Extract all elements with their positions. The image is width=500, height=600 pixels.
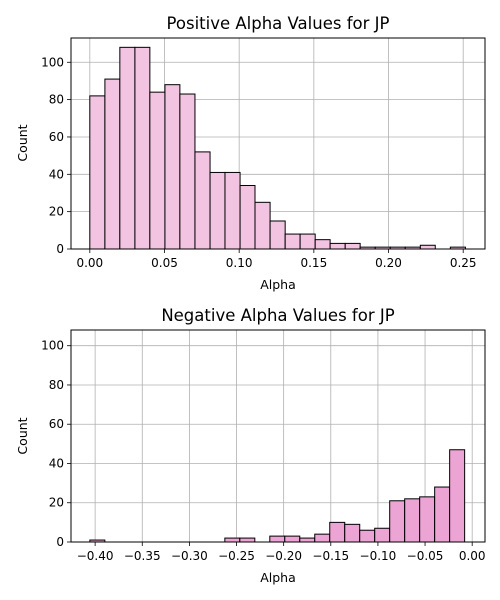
y-tick-label: 100 <box>41 55 64 69</box>
histogram-bar <box>449 449 466 543</box>
plot-frame <box>70 329 486 543</box>
histogram-bar <box>179 93 196 250</box>
histogram-bar <box>419 244 436 250</box>
histogram-bars <box>89 449 466 543</box>
grid-lines <box>71 330 485 543</box>
y-tick-label: 0 <box>56 242 64 256</box>
histogram-bar <box>329 242 346 250</box>
y-tick-label: 40 <box>49 167 64 181</box>
histogram-bar <box>359 529 376 543</box>
histogram-bar <box>239 537 256 543</box>
x-tick-label: −0.35 <box>124 549 161 563</box>
histogram-bar <box>314 239 331 250</box>
histogram-bar <box>134 46 151 250</box>
histogram-bar <box>194 151 211 250</box>
histogram-bar <box>284 535 301 543</box>
x-tick-label: −0.15 <box>312 549 349 563</box>
histogram-bar <box>164 84 181 250</box>
plot-frame <box>70 37 486 250</box>
histogram-bar <box>314 533 331 543</box>
x-tick-label: 0.05 <box>151 256 178 270</box>
y-tick-label: 60 <box>49 417 64 431</box>
histogram-bar <box>209 171 226 250</box>
histogram-bar <box>149 91 166 250</box>
histogram-bar <box>344 523 361 543</box>
y-tick-label: 20 <box>49 205 64 219</box>
y-tick-label: 80 <box>49 93 64 107</box>
positive-alpha-panel: Positive Alpha Values for JP Alpha Count… <box>15 14 486 292</box>
histogram-bar <box>269 220 286 250</box>
y-tick-label: 40 <box>49 456 64 470</box>
histogram-bar <box>89 95 106 250</box>
histogram-bar <box>419 496 436 543</box>
histogram-bar <box>104 78 121 250</box>
chart-title: Positive Alpha Values for JP <box>167 14 390 33</box>
x-tick-label: −0.20 <box>265 549 302 563</box>
x-tick-label: 0.00 <box>459 549 486 563</box>
histogram-bars <box>89 46 466 250</box>
x-axis-label: Alpha <box>260 570 296 585</box>
y-tick-label: 0 <box>56 535 64 549</box>
histogram-bar <box>404 498 421 543</box>
x-axis-label: Alpha <box>260 277 296 292</box>
histogram-bar <box>329 521 346 543</box>
y-tick-label: 80 <box>49 378 64 392</box>
histogram-bar <box>254 201 271 250</box>
histogram-bar <box>269 535 286 543</box>
x-tick-label: −0.05 <box>407 549 444 563</box>
y-axis-label: Count <box>15 417 30 454</box>
x-tick-label: −0.40 <box>77 549 114 563</box>
x-tick-label: 0.20 <box>375 256 402 270</box>
histogram-bar <box>374 527 391 543</box>
histogram-bar <box>389 500 406 543</box>
y-tick-label: 100 <box>41 339 64 353</box>
x-tick-label: 0.25 <box>450 256 477 270</box>
x-tick-label: 0.15 <box>300 256 327 270</box>
negative-alpha-panel: Negative Alpha Values for JP Alpha Count… <box>15 306 486 585</box>
x-tick-label: 0.00 <box>76 256 103 270</box>
x-tick-label: −0.25 <box>218 549 255 563</box>
histogram-bar <box>299 537 316 543</box>
histogram-bar <box>434 486 451 543</box>
x-tick-label: 0.10 <box>226 256 253 270</box>
histogram-bar <box>284 233 301 250</box>
y-tick-label: 20 <box>49 496 64 510</box>
histogram-bar <box>239 185 256 250</box>
histogram-bar <box>224 537 241 543</box>
y-tick-label: 60 <box>49 130 64 144</box>
histogram-bar <box>344 242 361 250</box>
histogram-bar <box>224 171 241 250</box>
chart-title: Negative Alpha Values for JP <box>161 306 394 325</box>
histogram-bar <box>299 233 316 250</box>
histogram-bar <box>119 46 136 250</box>
x-tick-label: −0.30 <box>171 549 208 563</box>
x-tick-label: −0.10 <box>360 549 397 563</box>
y-axis-label: Count <box>15 124 30 161</box>
